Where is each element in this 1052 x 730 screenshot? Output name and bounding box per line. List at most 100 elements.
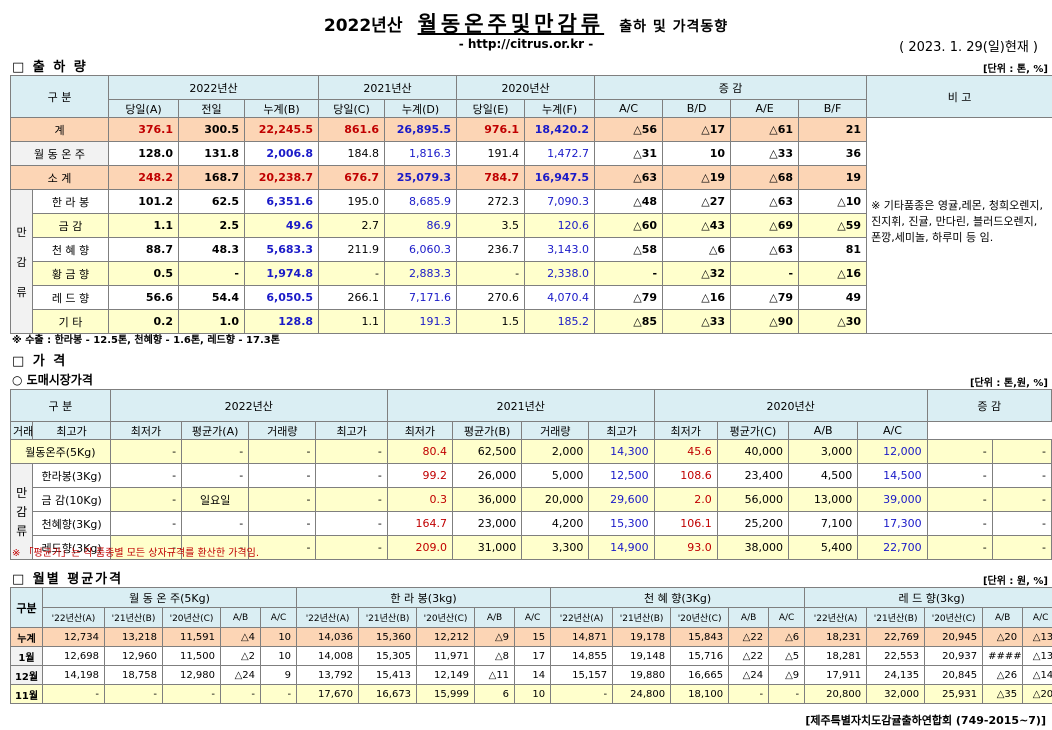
price-cell: - bbox=[991, 487, 1052, 512]
monthly-cell: 12,149 bbox=[416, 665, 476, 685]
shipment-cell: △61 bbox=[730, 117, 800, 142]
monthly-col-header: A/C bbox=[768, 607, 806, 628]
monthly-cell: 24,800 bbox=[612, 684, 672, 704]
price-col-header-2: 최저가 bbox=[109, 421, 183, 440]
price-cell: 40,000 bbox=[716, 439, 790, 464]
shipment-cell: 1,816.3 bbox=[384, 141, 458, 166]
price-cell: 12,000 bbox=[857, 439, 928, 464]
shipment-cell: 120.6 bbox=[524, 213, 596, 238]
price-cell: - bbox=[248, 439, 317, 464]
price-col-header-4: 거래량 bbox=[248, 421, 317, 440]
shipment-cell: 185.2 bbox=[524, 309, 596, 334]
site-url[interactable]: - http://citrus.or.kr - bbox=[458, 37, 594, 51]
price-col-header-5: 최고가 bbox=[315, 421, 388, 440]
price-col-header-12: A/B bbox=[788, 421, 859, 440]
monthly-cell: 6 bbox=[474, 684, 516, 704]
price-cell: - bbox=[248, 511, 317, 536]
group-label-char: 류 bbox=[16, 285, 27, 299]
monthly-cell: 15,157 bbox=[550, 665, 614, 685]
price-cell: 2.0 bbox=[653, 487, 718, 512]
header-subtitle: 출하 및 가격동향 bbox=[619, 19, 729, 35]
col-header-2: 누계(B) bbox=[243, 99, 320, 118]
shipment-cell: 2,338.0 bbox=[524, 261, 596, 286]
monthly-cell: △24 bbox=[728, 665, 770, 685]
monthly-cell: 13,218 bbox=[104, 627, 163, 647]
shipment-row: 기 타 0.2 1.0 128.8 1.1 191.3 1.5 185.2 △85 △33 △90 △… bbox=[11, 309, 1052, 334]
shipment-cell: △79 bbox=[730, 285, 800, 310]
shipment-cell: 861.6 bbox=[318, 117, 386, 142]
monthly-row-name: 12월 bbox=[10, 665, 43, 685]
group-label-char: 감 bbox=[16, 255, 27, 269]
row-name: 레 드 향 bbox=[32, 285, 109, 310]
price-cell: - bbox=[991, 439, 1052, 464]
price-cell: - bbox=[181, 463, 250, 488]
export-note: ※ 수출 : 한라봉 - 12.5톤, 천혜향 - 1.6톤, 레드향 - 17… bbox=[12, 335, 280, 346]
price-row: 만 감 류 한라봉(3Kg) - - - -99.2 26,000 5,000 12,500 108.… bbox=[9, 463, 1052, 560]
shipment-cell: - bbox=[456, 261, 526, 286]
monthly-cell: 22,769 bbox=[866, 627, 926, 647]
shipment-cell: △68 bbox=[730, 165, 800, 190]
price-cell: 일요일 bbox=[181, 487, 250, 512]
price-cell: - bbox=[926, 439, 993, 464]
col-header-6: 누계(F) bbox=[524, 99, 596, 118]
price-cell: 12,500 bbox=[588, 463, 655, 488]
col-header-gubun: 구 분 bbox=[10, 75, 109, 118]
monthly-cell: 25,931 bbox=[924, 684, 984, 704]
monthly-col-header: '21년산(B) bbox=[866, 607, 926, 628]
price-cell: 23,400 bbox=[716, 463, 790, 488]
col-header-5: 당일(E) bbox=[456, 99, 526, 118]
shipment-cell: 7,171.6 bbox=[384, 285, 458, 310]
shipment-cell: △6 bbox=[662, 237, 732, 262]
monthly-cell: - bbox=[162, 684, 221, 704]
monthly-col-header: A/B bbox=[982, 607, 1024, 628]
col-header-change: 증 감 bbox=[594, 75, 868, 100]
monthly-cell: - bbox=[728, 684, 770, 704]
monthly-cell: - bbox=[768, 684, 806, 704]
shipment-cell: - bbox=[594, 261, 664, 286]
price-cell: 14,900 bbox=[588, 535, 655, 560]
monthly-cell: - bbox=[259, 684, 298, 704]
price-cell: 45.6 bbox=[653, 439, 718, 464]
col-header-7: A/C bbox=[594, 99, 664, 118]
group-label-char: 만 bbox=[16, 225, 27, 239]
shipment-cell: △79 bbox=[594, 285, 664, 310]
monthly-cell: 18,231 bbox=[804, 627, 868, 647]
monthly-cell: 19,148 bbox=[612, 646, 672, 666]
shipment-cell: 266.1 bbox=[318, 285, 386, 310]
price-cell: 13,000 bbox=[788, 487, 859, 512]
monthly-cell: 11,971 bbox=[416, 646, 476, 666]
monthly-col-header: '20년산(C) bbox=[924, 607, 984, 628]
monthly-cell: 12,980 bbox=[162, 665, 221, 685]
row-name: 월 동 온 주 bbox=[10, 141, 109, 166]
monthly-header-gubun: 구분 bbox=[10, 587, 43, 628]
shipment-cell: △33 bbox=[662, 309, 732, 334]
monthly-row-name: 누계 bbox=[10, 627, 43, 647]
monthly-cell: - bbox=[104, 684, 163, 704]
monthly-row: 누계 12,734 13,218 11,591 △4 10 14,036 15,360 12,2… bbox=[10, 627, 1052, 647]
price-section-title: □ 가 격 bbox=[12, 354, 68, 369]
monthly-cell: 9 bbox=[259, 665, 298, 685]
price-header-2020: 2020년산 bbox=[653, 389, 928, 422]
monthly-cell: △2 bbox=[220, 646, 261, 666]
monthly-cell: 15,305 bbox=[358, 646, 418, 666]
price-col-header-10: 최저가 bbox=[653, 421, 718, 440]
monthly-col-header: '20년산(C) bbox=[416, 607, 476, 628]
price-cell: - bbox=[315, 487, 388, 512]
shipment-cell: - bbox=[178, 261, 245, 286]
monthly-cell: 20,800 bbox=[804, 684, 868, 704]
group-label-char: 만 bbox=[16, 486, 28, 500]
price-cell: 7,100 bbox=[788, 511, 859, 536]
col-header-2022: 2022년산 bbox=[107, 75, 320, 100]
row-name: 계 bbox=[10, 117, 109, 142]
price-col-header-9: 최고가 bbox=[588, 421, 655, 440]
monthly-cell: - bbox=[550, 684, 614, 704]
col-header-1: 전일 bbox=[178, 99, 245, 118]
shipment-cell: 88.7 bbox=[108, 237, 179, 262]
monthly-cell: 15,843 bbox=[670, 627, 730, 647]
price-cell: 106.1 bbox=[653, 511, 718, 536]
shipment-cell: 5,683.3 bbox=[243, 237, 320, 262]
price-cell: - bbox=[248, 535, 317, 560]
monthly-cell: △22 bbox=[728, 646, 770, 666]
shipment-cell: 26,895.5 bbox=[384, 117, 458, 142]
price-cell: 38,000 bbox=[716, 535, 790, 560]
